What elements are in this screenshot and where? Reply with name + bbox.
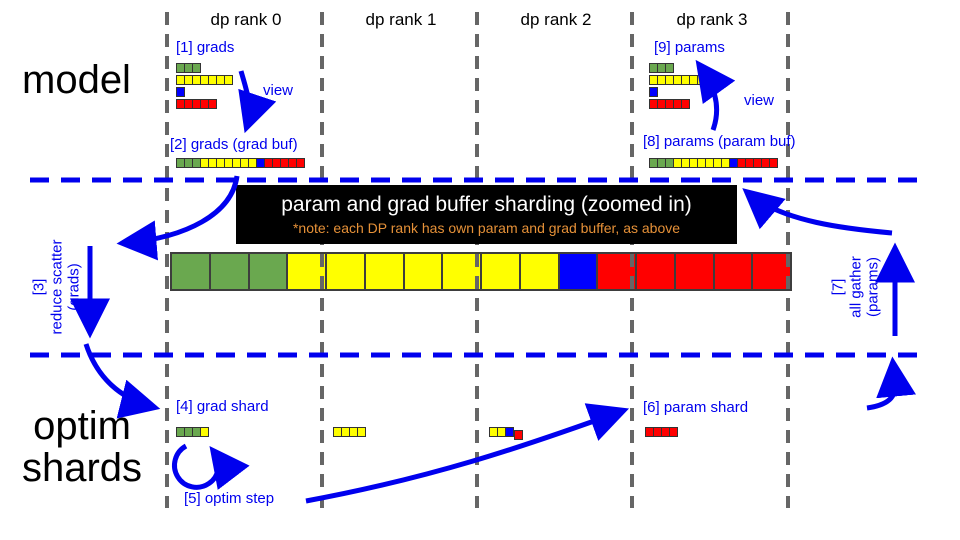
- bar-cell-yellow: [518, 252, 560, 291]
- bar-cell-red: [596, 252, 637, 291]
- bar-cell-green: [247, 252, 289, 291]
- label-all-gather-num: [7]: [829, 278, 847, 296]
- bar-cell-blue: [505, 427, 514, 437]
- label-optim-step: [5] optim step: [184, 490, 275, 507]
- label-all-gather: [7] all gather (params): [829, 256, 882, 318]
- bar-cell-red: [635, 252, 676, 291]
- label-reduce-scatter-text: reduce scatter: [48, 239, 66, 335]
- row-label-optim: optim: [33, 404, 131, 448]
- bar-cell-blue: [649, 87, 658, 97]
- arrow-optim-to-param-shard: [305, 403, 630, 504]
- bar-model-grads-blue: [176, 87, 185, 97]
- bar-cell-yellow: [357, 427, 366, 437]
- bar-cell-red: [669, 427, 678, 437]
- bar-cell-red: [712, 252, 754, 291]
- label-all-gather-sub: (params): [864, 257, 882, 318]
- label-grad-shard: [4] grad shard: [176, 398, 269, 415]
- bar-shard-rank0: [176, 427, 209, 437]
- arrow-gradbuf-to-reduce-scatter: [116, 175, 240, 261]
- label-reduce-scatter-num: [3]: [30, 278, 48, 296]
- arrow-to-grad-shard: [83, 343, 161, 419]
- banner-note: *note: each DP rank has own param and gr…: [292, 219, 681, 236]
- row-label-shards: shards: [21, 446, 143, 490]
- bar-model-params-yellow: [649, 75, 706, 85]
- bar-param-buffer: [649, 158, 778, 168]
- bar-cell-yellow: [480, 252, 521, 291]
- bar-cell-red: [681, 99, 690, 109]
- bar-cell-green: [170, 252, 211, 291]
- label-reduce-scatter: [3] reduce scatter (grads): [30, 239, 83, 334]
- bar-cell-red: [751, 252, 792, 291]
- label-grads-view: [1] grads: [176, 39, 235, 56]
- arrow-view-left-down: [238, 70, 277, 134]
- bar-shard-rank1: [333, 427, 366, 437]
- label-reduce-scatter-sub: (grads): [65, 263, 83, 311]
- column-header-dp-rank-1: dp rank 1: [365, 10, 437, 29]
- bar-cell-red: [769, 158, 778, 168]
- label-grad-buffer: [2] grads (grad buf): [170, 136, 298, 153]
- bar-cell-yellow: [286, 252, 327, 291]
- bar-zoomed-buffer: [170, 252, 792, 291]
- column-header-dp-rank-2: dp rank 2: [520, 10, 592, 29]
- bar-cell-green: [192, 63, 201, 73]
- arrow-param-shard-up: [866, 356, 917, 411]
- row-label-model: model: [22, 58, 131, 102]
- label-params-view: [9] params: [654, 39, 725, 56]
- label-param-buffer: [8] params (param buf): [643, 133, 796, 150]
- bar-cell-green: [665, 63, 674, 73]
- bar-cell-blue: [557, 252, 599, 291]
- bar-cell-yellow: [200, 427, 209, 437]
- bar-model-params-red: [649, 99, 690, 109]
- arrow-optim-step-loop: [172, 443, 250, 490]
- label-param-shard: [6] param shard: [643, 399, 749, 416]
- bar-cell-blue: [176, 87, 185, 97]
- bar-cell-yellow: [325, 252, 366, 291]
- bar-model-params-blue: [649, 87, 658, 97]
- bar-cell-green: [208, 252, 250, 291]
- bar-cell-yellow: [402, 252, 444, 291]
- bar-cell-yellow: [697, 75, 706, 85]
- banner-title: param and grad buffer sharding (zoomed i…: [281, 193, 692, 217]
- column-header-dp-rank-0: dp rank 0: [210, 10, 282, 29]
- bar-cell-red: [208, 99, 217, 109]
- bar-cell-red: [673, 252, 715, 291]
- bar-model-grads-green: [176, 63, 201, 73]
- label-view-left: view: [263, 82, 294, 99]
- bar-shard-rank2: [489, 427, 523, 440]
- bar-cell-red: [514, 430, 523, 440]
- bar-shard-rank3: [645, 427, 678, 437]
- banner-sharding-note: param and grad buffer sharding (zoomed i…: [236, 185, 737, 244]
- bar-model-grads-red: [176, 99, 217, 109]
- label-view-right: view: [744, 92, 775, 109]
- bar-grad-buffer: [176, 158, 305, 168]
- bar-cell-red: [296, 158, 305, 168]
- bar-cell-yellow: [363, 252, 405, 291]
- bar-model-grads-yellow: [176, 75, 233, 85]
- arrow-to-param-buffer: [742, 188, 893, 236]
- label-all-gather-text: all gather: [847, 256, 865, 318]
- bar-cell-yellow: [441, 252, 482, 291]
- bar-cell-yellow: [224, 75, 233, 85]
- bar-model-params-green: [649, 63, 674, 73]
- column-header-dp-rank-3: dp rank 3: [676, 10, 748, 29]
